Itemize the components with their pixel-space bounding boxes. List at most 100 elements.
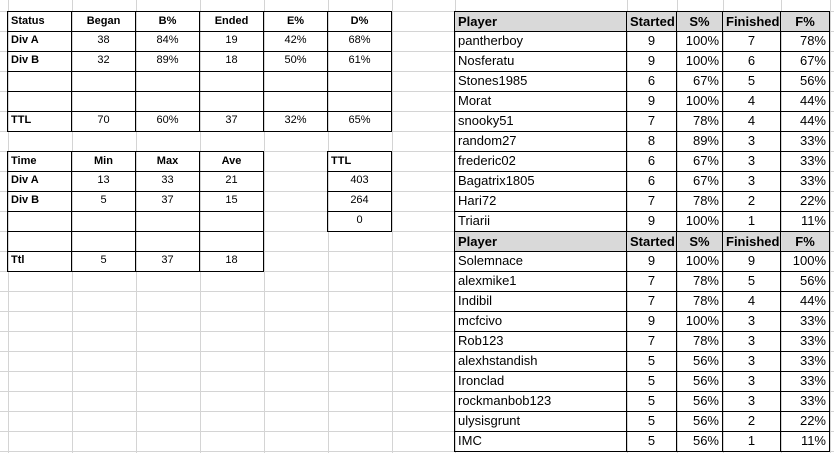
empty-cell (72, 71, 136, 92)
table-cell: 100% (677, 31, 723, 52)
table-cell: Nosferatu (454, 51, 627, 72)
table-cell: 33 (136, 171, 200, 192)
table-cell: 78% (677, 191, 723, 212)
grid-line (627, 0, 628, 453)
header-cell: S% (677, 231, 723, 252)
table-cell: 5 (723, 71, 781, 92)
table-cell: 42% (264, 31, 328, 52)
grid-line (0, 211, 834, 212)
empty-cell (136, 231, 200, 252)
table-cell: 7 (627, 191, 677, 212)
header-cell: D% (328, 11, 392, 32)
table-cell: 33% (781, 331, 830, 352)
table-cell: 33% (781, 351, 830, 372)
header-cell: Ave (200, 151, 264, 172)
table-cell: 56% (781, 71, 830, 92)
grid-line (0, 451, 834, 452)
table-cell: 6 (723, 51, 781, 72)
empty-cell (264, 71, 328, 92)
table-cell: random27 (454, 131, 627, 152)
header-cell: Max (136, 151, 200, 172)
table-cell: 4 (723, 111, 781, 132)
grid-line (8, 0, 9, 453)
table-cell: Stones1985 (454, 71, 627, 92)
header-cell: Started (627, 11, 677, 32)
table-cell: 100% (677, 91, 723, 112)
table-cell: pantherboy (454, 31, 627, 52)
table-cell: 3 (723, 391, 781, 412)
table-cell: 6 (627, 171, 677, 192)
table-cell: 1 (723, 431, 781, 452)
table-cell: 50% (264, 51, 328, 72)
table-cell: 56% (677, 371, 723, 392)
table-cell: 32 (72, 51, 136, 72)
table-cell: Hari72 (454, 191, 627, 212)
grid-line (392, 0, 393, 453)
table-cell: 44% (781, 91, 830, 112)
grid-line (0, 431, 834, 432)
grid-line (830, 0, 831, 453)
table-cell: 0 (327, 211, 392, 232)
table-cell: 44% (781, 111, 830, 132)
table-cell: 2 (723, 191, 781, 212)
table-cell: 78% (677, 111, 723, 132)
grid-line (677, 0, 678, 453)
table-cell: 9 (627, 251, 677, 272)
header-cell: Min (72, 151, 136, 172)
table-cell: 56% (677, 411, 723, 432)
table-cell: 7 (627, 111, 677, 132)
empty-cell (200, 231, 264, 252)
header-cell: TTL (327, 151, 392, 172)
table-cell: 67% (677, 71, 723, 92)
table-cell: 5 (627, 411, 677, 432)
header-cell: S% (677, 11, 723, 32)
table-cell: 100% (677, 211, 723, 232)
table-cell: 3 (723, 351, 781, 372)
empty-cell (7, 71, 72, 92)
table-cell: 37 (200, 111, 264, 132)
grid-line (0, 111, 834, 112)
header-cell: Began (72, 11, 136, 32)
grid-line (0, 91, 834, 92)
header-cell: Finished (723, 11, 781, 32)
table-cell: 15 (200, 191, 264, 212)
table-cell: 7 (627, 271, 677, 292)
table-cell: 61% (328, 51, 392, 72)
table-cell: Div A (7, 171, 72, 192)
table-cell: 18 (200, 51, 264, 72)
table-cell: 5 (627, 371, 677, 392)
table-cell: 9 (627, 51, 677, 72)
empty-cell (328, 71, 392, 92)
table-cell: 7 (723, 31, 781, 52)
table-cell: 9 (627, 211, 677, 232)
table-cell: 37 (136, 251, 200, 272)
table-cell: Triarii (454, 211, 627, 232)
table-cell: Morat (454, 91, 627, 112)
empty-cell (264, 91, 328, 112)
table-cell: 33% (781, 391, 830, 412)
table-cell: 7 (627, 291, 677, 312)
table-cell: 78% (677, 331, 723, 352)
header-cell: Ended (200, 11, 264, 32)
grid-line (0, 411, 834, 412)
table-cell: 3 (723, 311, 781, 332)
table-cell: 5 (627, 391, 677, 412)
table-cell: alexhstandish (454, 351, 627, 372)
grid-line (0, 231, 834, 232)
table-cell: 8 (627, 131, 677, 152)
table-cell: 5 (72, 191, 136, 212)
table-cell: 5 (723, 271, 781, 292)
table-cell: 4 (723, 91, 781, 112)
empty-cell (200, 71, 264, 92)
table-cell: 22% (781, 411, 830, 432)
empty-cell (328, 91, 392, 112)
table-cell: TTL (7, 111, 72, 132)
table-cell: 33% (781, 131, 830, 152)
table-cell: 56% (677, 391, 723, 412)
table-cell: 6 (627, 71, 677, 92)
table-cell: 403 (327, 171, 392, 192)
table-cell: 100% (781, 251, 830, 272)
empty-cell (7, 231, 72, 252)
table-cell: 78% (677, 291, 723, 312)
